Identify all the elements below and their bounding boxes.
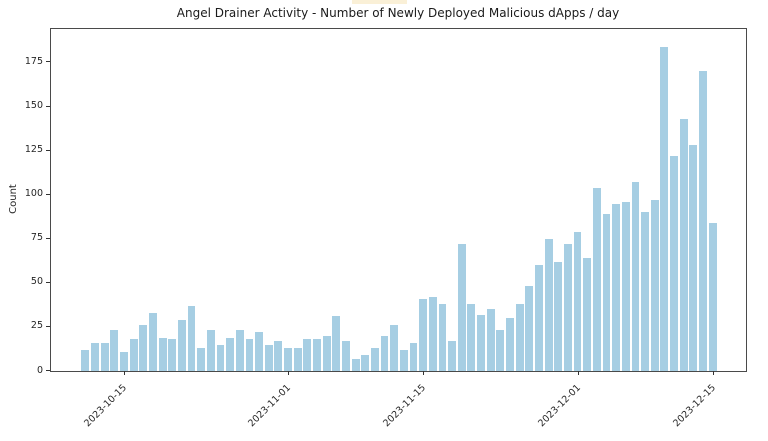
bar [477,314,485,371]
bar [303,339,312,371]
y-tick-label: 50 [30,276,43,288]
x-tick-label: 2023-11-01 [246,382,294,430]
bar [361,355,370,371]
bar [573,231,582,371]
y-tick-mark [46,325,50,327]
bar [486,309,495,371]
plot-area [50,28,747,372]
bar [535,265,543,371]
bar [100,342,109,371]
bar [206,330,215,371]
bar [235,330,244,371]
bar [544,238,553,371]
bar [139,325,148,371]
bar [380,335,389,371]
bar [448,341,457,371]
bar [187,305,196,371]
bar [399,349,408,371]
bar [293,348,302,371]
bar [313,339,321,371]
bar [129,339,138,371]
clipped-artifact-strip [352,0,407,4]
bar [438,304,447,371]
bar [708,222,717,371]
bar [409,342,418,371]
x-tick-label: 2023-11-15 [381,382,429,430]
bar [660,46,669,371]
chart-title: Angel Drainer Activity - Number of Newly… [176,6,620,20]
bar [120,351,128,371]
y-tick-mark [46,237,50,239]
y-tick-label: 0 [36,364,43,376]
bar [110,330,119,371]
bar [515,304,524,371]
bar [641,212,650,371]
y-tick-mark [46,281,50,283]
bar [563,244,572,371]
bar [81,349,90,371]
x-tick-label: 2023-12-15 [670,382,718,430]
bar [612,203,621,371]
bar [322,335,331,371]
y-tick-label: 125 [24,144,43,156]
bar [91,342,99,371]
y-tick-label: 25 [30,320,43,332]
bar [284,348,292,371]
y-tick-label: 75 [30,232,43,244]
y-tick-mark [46,61,50,63]
y-tick-mark [46,193,50,195]
x-tick-mark [712,371,714,375]
y-tick-mark [46,149,50,151]
bar [650,200,659,371]
bar [255,332,264,371]
bar [602,214,611,371]
y-tick-label: 175 [24,55,43,67]
bar [419,298,428,371]
y-tick-mark [46,370,50,371]
bar [177,319,186,371]
bar [158,337,167,371]
bar [274,341,283,371]
x-tick-mark [124,371,125,375]
x-tick-mark [577,371,579,375]
x-tick-label: 2023-10-15 [82,382,130,430]
bar [197,348,206,371]
bar [264,344,273,371]
bar [226,337,235,371]
bar [216,344,225,371]
bar [525,286,534,371]
bar [554,261,563,371]
bar [467,304,476,371]
bar [351,358,360,371]
bar [506,318,514,371]
bar [631,182,640,371]
x-tick-mark [423,371,425,375]
bar [149,312,157,371]
bar [428,296,437,371]
y-tick-label: 100 [24,188,43,200]
bar [390,325,399,371]
bar [583,258,592,371]
bar [245,339,254,371]
bar [168,339,177,371]
x-tick-mark [288,371,290,375]
bar [679,118,688,371]
bar [496,330,505,371]
bar [699,71,707,371]
bar [592,187,601,371]
y-tick-mark [46,105,50,107]
bar [370,348,379,371]
bar [332,316,341,371]
bar [621,201,630,371]
bar [457,244,466,371]
y-tick-label: 150 [24,100,43,112]
bar [689,145,698,371]
x-tick-label: 2023-12-01 [535,382,583,430]
bar [670,155,678,371]
bar [342,341,350,371]
